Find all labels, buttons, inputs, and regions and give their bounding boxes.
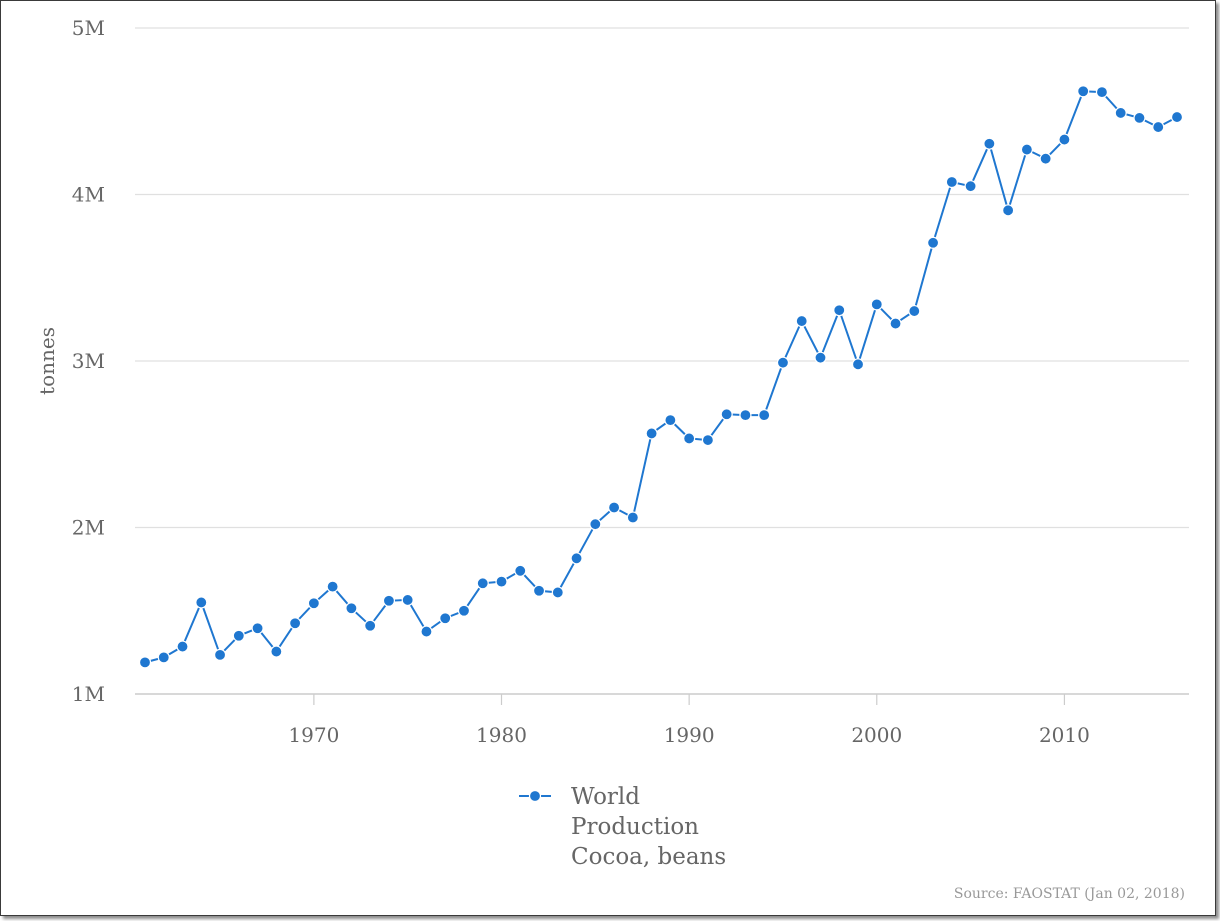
y-axis-label: tonnes: [35, 327, 59, 395]
data-point[interactable]: [213, 648, 227, 661]
data-point[interactable]: [1058, 133, 1071, 146]
data-point[interactable]: [420, 625, 433, 638]
data-point[interactable]: [626, 511, 639, 524]
x-tick-label: 1990: [664, 723, 715, 747]
data-point[interactable]: [1095, 86, 1109, 99]
data-point[interactable]: [270, 645, 283, 658]
data-point[interactable]: [964, 180, 977, 193]
data-point[interactable]: [232, 629, 245, 642]
legend[interactable]: World Production Cocoa, beans: [519, 784, 726, 870]
data-point[interactable]: [1152, 120, 1165, 134]
data-point[interactable]: [945, 175, 958, 189]
x-tick-label: 2010: [1039, 723, 1090, 747]
legend-label-line: Production: [571, 814, 699, 840]
plot-area: [138, 85, 1184, 669]
data-point[interactable]: [645, 427, 658, 440]
source-note: Source: FAOSTAT (Jan 02, 2018): [954, 886, 1185, 902]
data-point[interactable]: [138, 656, 152, 669]
data-point[interactable]: [814, 351, 827, 364]
y-tick-label: 3M: [72, 349, 105, 373]
data-point[interactable]: [401, 593, 414, 607]
data-point[interactable]: [514, 564, 527, 577]
data-point[interactable]: [683, 432, 696, 445]
data-point[interactable]: [851, 358, 865, 371]
data-point[interactable]: [664, 414, 677, 427]
data-point[interactable]: [776, 356, 790, 369]
data-point[interactable]: [551, 586, 564, 599]
data-point[interactable]: [720, 408, 733, 421]
data-point[interactable]: [570, 552, 583, 565]
y-tick-label: 2M: [72, 516, 105, 540]
data-point[interactable]: [889, 317, 902, 330]
x-tick-label: 1970: [288, 723, 339, 747]
data-point[interactable]: [345, 602, 358, 615]
data-point[interactable]: [589, 518, 602, 531]
data-point[interactable]: [532, 584, 546, 597]
y-tick-label: 1M: [72, 682, 105, 706]
data-point[interactable]: [1002, 204, 1015, 217]
data-point[interactable]: [1114, 106, 1127, 120]
data-point[interactable]: [457, 604, 471, 617]
data-point[interactable]: [739, 409, 752, 422]
y-tick-label: 4M: [72, 183, 105, 207]
series-line: [144, 90, 1178, 664]
data-point[interactable]: [1133, 111, 1146, 125]
data-point[interactable]: [364, 619, 377, 632]
legend-label-line: Cocoa, beans: [571, 844, 726, 870]
data-point[interactable]: [1077, 85, 1090, 98]
data-point[interactable]: [157, 651, 170, 664]
data-point[interactable]: [758, 409, 771, 422]
legend-marker: [528, 789, 542, 803]
x-tick-label: 2000: [851, 723, 902, 747]
data-point[interactable]: [1039, 152, 1052, 165]
data-point[interactable]: [382, 594, 396, 607]
data-point[interactable]: [1170, 110, 1184, 124]
data-point[interactable]: [289, 617, 302, 630]
y-axis-ticks: 1M 2M 3M 4M 5M: [72, 16, 105, 706]
data-point[interactable]: [326, 580, 339, 593]
data-point[interactable]: [251, 622, 264, 635]
data-point[interactable]: [983, 137, 996, 150]
data-point[interactable]: [908, 304, 921, 318]
data-point[interactable]: [870, 298, 883, 311]
data-point[interactable]: [926, 236, 940, 249]
data-point[interactable]: [476, 577, 489, 590]
gridlines: [135, 27, 1189, 529]
data-point[interactable]: [607, 501, 621, 514]
data-point[interactable]: [833, 304, 846, 317]
data-point[interactable]: [176, 640, 189, 653]
y-tick-label: 5M: [72, 16, 105, 40]
legend-label-line: World: [571, 784, 640, 810]
x-axis-ticks: 1970 1980 1990 2000 2010: [288, 694, 1090, 747]
data-point[interactable]: [1020, 143, 1033, 156]
data-point[interactable]: [439, 612, 452, 625]
data-point[interactable]: [701, 433, 715, 447]
data-point[interactable]: [195, 596, 208, 609]
x-tick-label: 1980: [476, 723, 527, 747]
data-point[interactable]: [307, 597, 320, 610]
data-point[interactable]: [795, 314, 808, 328]
data-point[interactable]: [495, 575, 508, 588]
